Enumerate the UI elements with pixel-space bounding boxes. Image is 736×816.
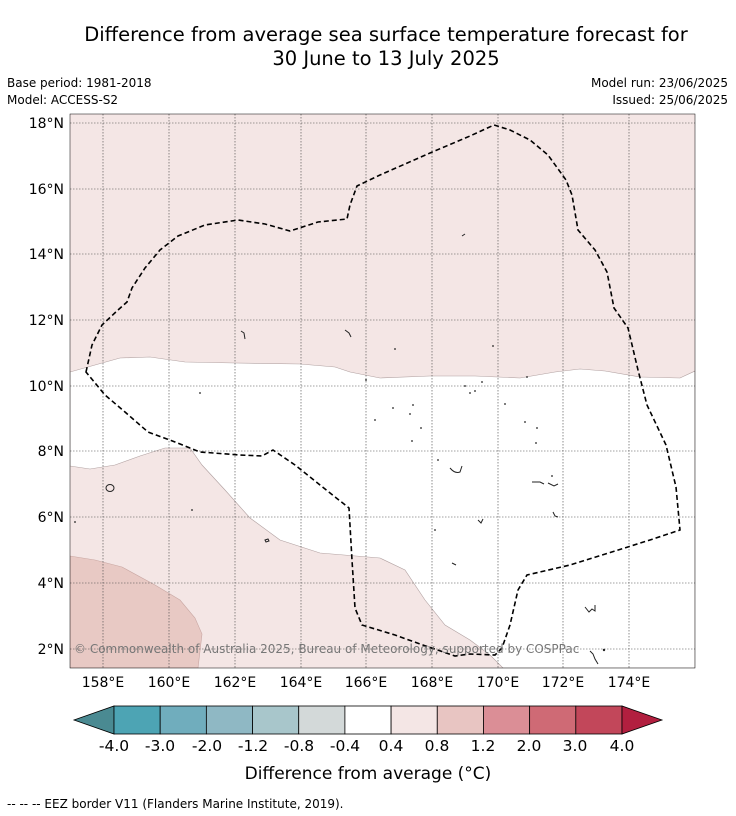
lat-label: 6°N	[38, 510, 64, 526]
map-area: © Commonwealth of Australia 2025, Bureau…	[70, 114, 695, 668]
chart-title-line1: Difference from average sea surface temp…	[84, 23, 688, 46]
lon-label: 170°E	[477, 675, 520, 691]
lat-label: 10°N	[29, 379, 64, 395]
colorbar-label: 0.4	[379, 737, 404, 755]
colorbar-label: -0.8	[284, 737, 314, 755]
lat-label: 8°N	[38, 444, 64, 460]
model-run-label: Model run: 23/06/2025	[590, 76, 728, 90]
lat-label: 14°N	[29, 247, 64, 263]
base-period-label: Base period: 1981-2018	[7, 76, 152, 90]
island-dots	[74, 345, 606, 652]
lon-label: 172°E	[542, 675, 585, 691]
colorbar-label: 2.0	[517, 737, 542, 755]
lon-label: 158°E	[82, 675, 125, 691]
colorbar-title: Difference from average (°C)	[244, 764, 492, 784]
colorbar-label: -1.2	[238, 737, 268, 755]
graticule	[70, 114, 695, 668]
colorbar-segment	[390, 705, 438, 735]
colorbar-label: -4.0	[99, 737, 129, 755]
colorbar-label: -2.0	[192, 737, 222, 755]
lat-label: 2°N	[38, 642, 64, 658]
colorbar-label: -3.0	[145, 737, 175, 755]
chart-title-line2: 30 June to 13 July 2025	[272, 47, 500, 70]
colorbar-extend-high	[621, 705, 664, 735]
colorbar-label: 1.2	[471, 737, 496, 755]
lat-label: 16°N	[29, 182, 64, 198]
lat-label: 12°N	[29, 313, 64, 329]
colorbar-segment	[483, 705, 531, 735]
longitude-labels: 158°E 160°E 162°E 164°E 166°E 168°E 170°…	[82, 675, 651, 691]
lon-label: 166°E	[345, 675, 388, 691]
colorbar-labels: -4.0 -3.0 -2.0 -1.2 -0.8 -0.4 0.4 0.8 1.…	[99, 737, 634, 755]
issued-label: Issued: 25/06/2025	[612, 93, 728, 107]
colorbar-segment	[298, 705, 346, 735]
lon-label: 160°E	[148, 675, 191, 691]
eez-border	[85, 124, 681, 657]
colorbar-segment	[113, 705, 161, 735]
colorbar-label: -0.4	[330, 737, 360, 755]
islands	[105, 233, 599, 665]
colorbar-segment	[252, 705, 300, 735]
map-frame	[69, 113, 696, 669]
lat-label: 4°N	[38, 576, 64, 592]
colorbar-segment	[159, 705, 207, 735]
colorbar-segment	[436, 705, 484, 735]
colorbar-label: 3.0	[563, 737, 588, 755]
copyright-notice: © Commonwealth of Australia 2025, Bureau…	[74, 642, 579, 656]
lon-label: 168°E	[411, 675, 454, 691]
colorbar-segment	[205, 705, 253, 735]
colorbar-segment	[529, 705, 577, 735]
eez-footnote: -- -- -- EEZ border V11 (Flanders Marine…	[7, 797, 344, 811]
lon-label: 174°E	[608, 675, 651, 691]
colorbar-label: 0.8	[425, 737, 450, 755]
lon-label: 164°E	[280, 675, 323, 691]
lat-label: 18°N	[29, 116, 64, 132]
colorbar-label: 4.0	[610, 737, 635, 755]
lon-label: 162°E	[214, 675, 257, 691]
colorbar-extend-low	[72, 705, 115, 735]
neutral-anomaly-region	[70, 356, 695, 668]
colorbar	[72, 705, 664, 735]
colorbar-segment	[344, 705, 392, 735]
latitude-labels: 18°N 16°N 14°N 12°N 10°N 8°N 6°N 4°N 2°N	[29, 116, 64, 658]
model-label: Model: ACCESS-S2	[7, 93, 119, 107]
colorbar-segment	[575, 705, 623, 735]
